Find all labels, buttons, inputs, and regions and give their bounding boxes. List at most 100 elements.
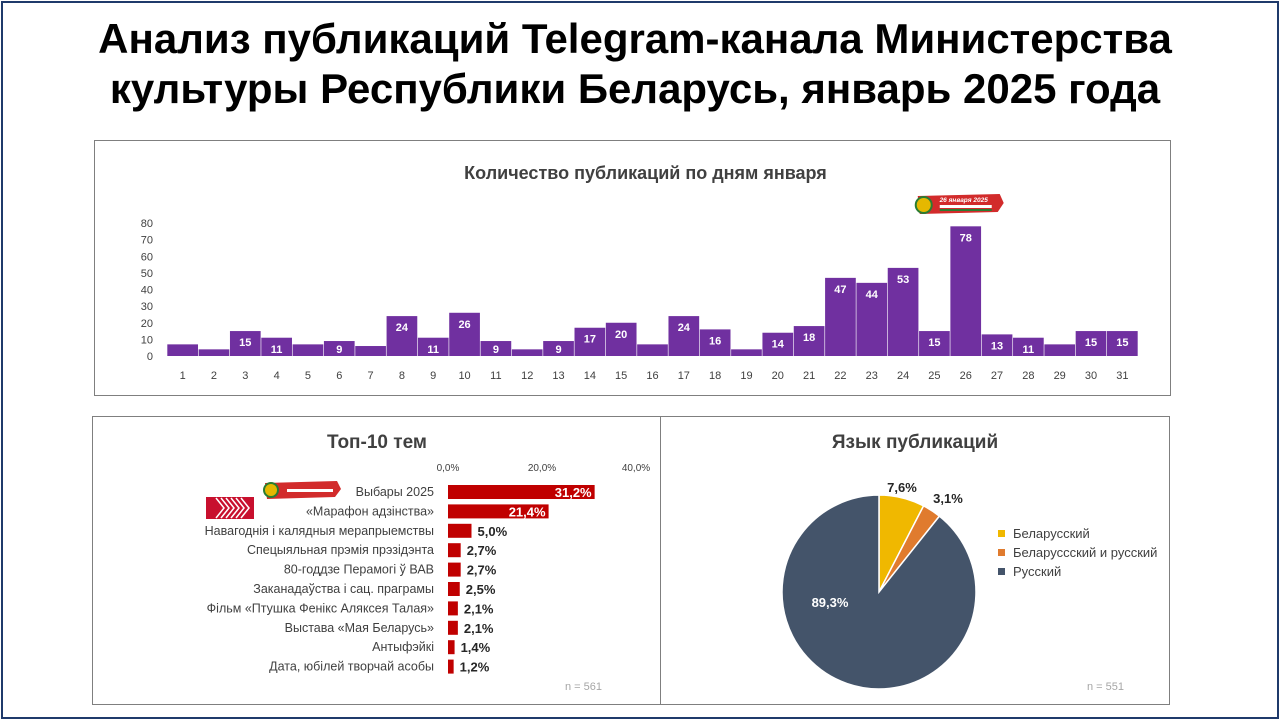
daily-bar [762, 332, 794, 356]
badge-stripe [939, 205, 992, 208]
topic-bar [448, 543, 461, 558]
daily-data-label: 9 [493, 344, 499, 356]
marathon-logo-pattern [215, 497, 225, 519]
marathon-logo-pattern [235, 497, 245, 519]
daily-data-label: 78 [960, 232, 972, 244]
daily-x-axis: 1 2 3 4 5 6 7 8 9 10 11 12 13 14 15 16 17 18 19 20 21 22 23 24 2… [180, 370, 1129, 382]
legend-swatch [998, 530, 1005, 537]
daily-bar [825, 277, 856, 356]
topics-value-labels: 31,2% 21,4%5,0% 2,7% 2,7% 2,5% 2,1% 2,1% 1,4% 1,… [460, 485, 592, 675]
topics-x-tick: 20,0% [528, 463, 556, 474]
topic-category-label: Навагоднія і калядныя мерапрыемствы [205, 524, 434, 538]
daily-x-tick: 30 [1085, 370, 1097, 382]
legend-item: Беларусский [998, 524, 1157, 543]
daily-bar [637, 344, 668, 356]
daily-x-tick: 23 [866, 370, 878, 382]
daily-bar [919, 331, 950, 356]
daily-x-tick: 12 [521, 370, 533, 382]
topics-x-tick: 0,0% [437, 463, 460, 474]
daily-data-label: 16 [709, 335, 721, 347]
daily-y-tick: 70 [141, 235, 153, 247]
daily-data-label: 24 [678, 322, 691, 334]
daily-x-tick: 3 [242, 370, 248, 382]
daily-x-tick: 24 [897, 370, 909, 382]
daily-y-tick: 10 [141, 334, 153, 346]
legend-item: Беларуссский и русский [998, 543, 1157, 562]
topic-category-label: Выстава «Мая Беларусь» [285, 621, 434, 635]
legend-label: Беларусский [1013, 526, 1090, 541]
topic-value-label: 2,7% [467, 563, 497, 578]
daily-data-label: 15 [928, 337, 940, 349]
legend-label: Беларуссский и русский [1013, 545, 1158, 560]
topic-value-label: 2,1% [464, 601, 494, 616]
daily-x-tick: 11 [490, 370, 501, 382]
badge-emblem [914, 196, 933, 214]
topic-category-label: Спецыяльная прэмія прэзідэнта [247, 543, 434, 557]
badge-stripe [939, 209, 992, 211]
daily-x-tick: 17 [678, 370, 690, 382]
topic-category-label: «Марафон адзінства» [306, 504, 434, 518]
daily-x-tick: 15 [615, 370, 627, 382]
slide-title-line-1: Анализ публикаций Telegram-канала Минист… [98, 15, 1172, 62]
topic-bar [448, 485, 595, 499]
daily-x-tick: 20 [772, 370, 784, 382]
daily-bar [1075, 331, 1107, 356]
topics-chart: 0,0% 20,0% 40,0% Выбары 2025 «Марафон адзін… [205, 463, 651, 675]
daily-x-tick: 14 [584, 370, 596, 382]
topics-panel: Топ-10 тем 0,0% 20,0% 40,0% Выбары 2025 «Ма… [92, 416, 662, 705]
daily-x-tick: 4 [274, 370, 280, 382]
daily-x-tick: 22 [834, 370, 846, 382]
marathon-logo-icon [206, 497, 254, 519]
topics-x-axis: 0,0% 20,0% 40,0% [437, 463, 651, 474]
topic-value-label: 1,4% [461, 640, 491, 655]
daily-x-tick: 10 [458, 370, 470, 382]
daily-bars [167, 226, 1138, 356]
daily-x-tick: 1 [180, 370, 186, 382]
topics-title: Топ-10 тем [327, 432, 427, 453]
daily-data-label: 11 [271, 344, 283, 356]
slide-title: Анализ публикаций Telegram-канала Минист… [0, 14, 1270, 114]
daily-data-label: 15 [1116, 337, 1128, 349]
daily-x-tick: 5 [305, 370, 311, 382]
topic-bar [448, 659, 454, 674]
daily-data-label: 15 [1085, 337, 1097, 349]
daily-bar [981, 334, 1013, 356]
topic-bar [448, 582, 460, 596]
daily-bar [887, 267, 919, 356]
topic-bar [448, 562, 461, 577]
topic-value-label: 2,5% [466, 582, 496, 597]
daily-data-label: 44 [866, 289, 879, 301]
topic-bar [448, 601, 458, 616]
legend-label: Русский [1013, 564, 1062, 579]
daily-bar [355, 346, 386, 356]
legend-swatch [998, 568, 1005, 575]
topic-value-label: 1,2% [460, 660, 490, 675]
daily-data-label: 11 [427, 344, 439, 356]
legend-item: Русский [998, 562, 1157, 581]
elections-emblem-icon [263, 482, 279, 498]
daily-y-tick: 80 [141, 218, 153, 230]
topic-value-label: 21,4% [509, 504, 546, 519]
daily-bar [292, 344, 324, 356]
daily-data-label: 24 [396, 322, 409, 334]
topic-bar [448, 504, 549, 519]
topic-category-label: 80-годдзе Перамогі ў ВАВ [284, 563, 434, 577]
topic-value-label: 2,1% [464, 621, 494, 636]
daily-x-tick: 8 [399, 370, 405, 382]
language-title: Язык публикаций [831, 432, 999, 453]
election-badge-icon: 26 января 2025 [914, 194, 1004, 214]
language-legend: Беларусский Беларуссский и русский Русский [998, 524, 1157, 581]
daily-bar [480, 341, 512, 356]
daily-x-tick: 9 [430, 370, 436, 382]
topics-bars [448, 485, 595, 674]
daily-y-tick: 40 [141, 285, 153, 297]
language-sample-note: n = 551 [1087, 681, 1125, 693]
topic-bar [448, 640, 455, 655]
daily-data-label: 18 [803, 332, 815, 344]
topics-x-tick: 40,0% [622, 463, 650, 474]
daily-x-tick: 18 [709, 370, 721, 382]
daily-bar [856, 282, 888, 356]
legend-swatch [998, 549, 1005, 556]
daily-x-tick: 19 [740, 370, 752, 382]
daily-y-tick: 50 [141, 268, 153, 280]
